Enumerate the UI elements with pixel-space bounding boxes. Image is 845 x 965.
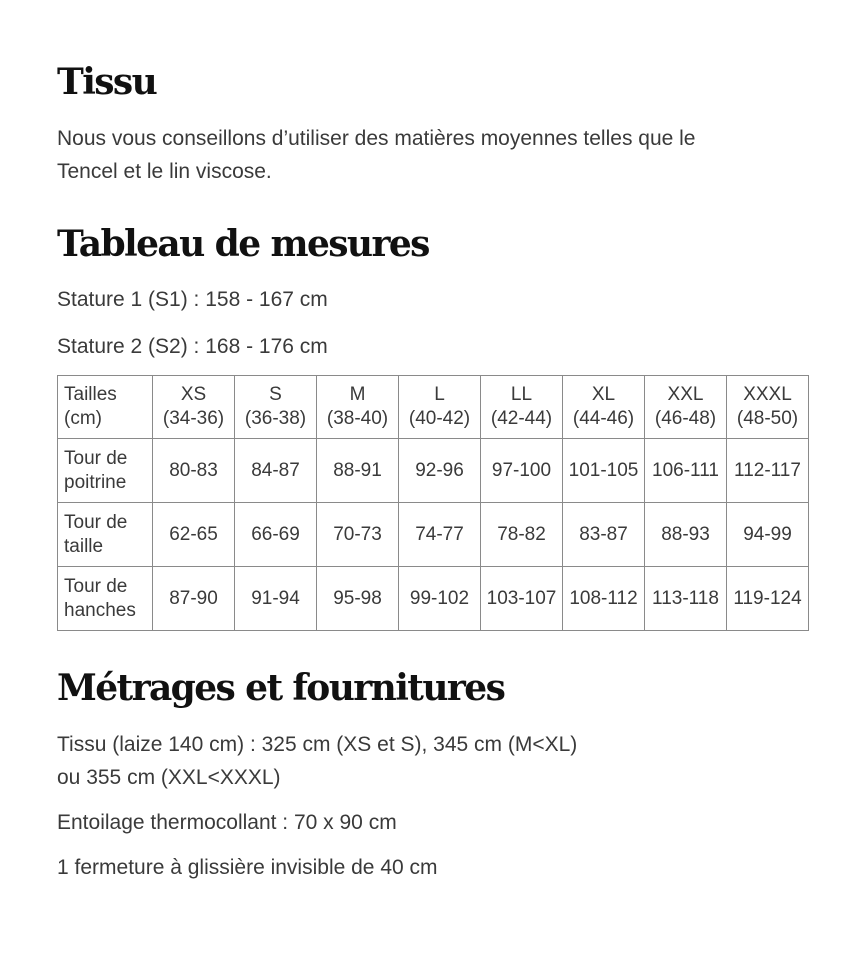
size-name: XL bbox=[591, 384, 616, 405]
row-label: Tour de taille bbox=[57, 502, 153, 567]
size-range: (40-42) bbox=[408, 408, 471, 429]
table-cell: 83-87 bbox=[562, 502, 645, 567]
table-cell: 106-111 bbox=[644, 438, 727, 503]
row-label-line2: taille bbox=[64, 535, 104, 557]
table-cell: 103-107 bbox=[480, 566, 563, 631]
size-header-cell: L (40-42) bbox=[398, 375, 481, 439]
size-range: (46-48) bbox=[654, 408, 717, 429]
tissu-metrage-line1: Tissu (laize 140 cm) : 325 cm (XS et S),… bbox=[57, 733, 578, 756]
size-name: L bbox=[434, 384, 445, 405]
section-title-mesures: Tableau de mesures bbox=[57, 223, 430, 265]
tissu-text-line1: Nous vous conseillons d’utiliser des mat… bbox=[57, 127, 696, 150]
row-label-line1: Tour de bbox=[64, 511, 128, 533]
row-label-line2: hanches bbox=[64, 599, 136, 621]
table-cell: 62-65 bbox=[152, 502, 235, 567]
size-range: (44-46) bbox=[572, 408, 635, 429]
row-label-line1: Tour de bbox=[64, 447, 128, 469]
table-cell: 95-98 bbox=[316, 566, 399, 631]
size-name: XXL bbox=[667, 384, 704, 405]
table-cell: 80-83 bbox=[152, 438, 235, 503]
entoilage: Entoilage thermocollant : 70 x 90 cm bbox=[57, 811, 397, 834]
row-label: Tour de hanches bbox=[57, 566, 153, 631]
table-cell: 66-69 bbox=[234, 502, 317, 567]
size-header-cell: S (36-38) bbox=[234, 375, 317, 439]
table-cell: 91-94 bbox=[234, 566, 317, 631]
row-label-line2: poitrine bbox=[64, 471, 127, 493]
table-row: Tour de poitrine 80-83 84-87 88-91 92-96 97-10… bbox=[57, 438, 809, 503]
size-range: (36-38) bbox=[244, 408, 307, 429]
size-header-cell: LL (42-44) bbox=[480, 375, 563, 439]
table-cell: 70-73 bbox=[316, 502, 399, 567]
table-cell: 113-118 bbox=[644, 566, 727, 631]
size-header-cell: M (38-40) bbox=[316, 375, 399, 439]
size-name: M bbox=[349, 384, 366, 405]
tissu-metrage: Tissu (laize 140 cm) : 325 cm (XS et S),… bbox=[57, 728, 577, 794]
size-name: XS bbox=[180, 384, 207, 405]
table-cell: 99-102 bbox=[398, 566, 481, 631]
size-range: (38-40) bbox=[326, 408, 389, 429]
table-row: Tour de taille 62-65 66-69 70-73 74-77 78-82 83… bbox=[57, 502, 809, 567]
stature-1: Stature 1 (S1) : 158 - 167 cm bbox=[57, 288, 328, 311]
table-cell: 112-117 bbox=[726, 438, 809, 503]
table-cell: 84-87 bbox=[234, 438, 317, 503]
section-title-metrages: Métrages et fournitures bbox=[57, 667, 506, 709]
section-title-tissu: Tissu bbox=[57, 61, 158, 103]
size-range: (42-44) bbox=[490, 408, 553, 429]
table-cell: 78-82 bbox=[480, 502, 563, 567]
tissu-metrage-line2: ou 355 cm (XXL<XXXL) bbox=[57, 766, 281, 789]
table-header-row: Tailles (cm) XS (34-36) S (36-38) M (38-40) L (40… bbox=[57, 375, 809, 439]
table-cell: 97-100 bbox=[480, 438, 563, 503]
size-header-cell: XXXL (48-50) bbox=[726, 375, 809, 439]
table-cell: 74-77 bbox=[398, 502, 481, 567]
stature-2: Stature 2 (S2) : 168 - 176 cm bbox=[57, 335, 328, 358]
size-header-cell: XS (34-36) bbox=[152, 375, 235, 439]
header-line1: Tailles bbox=[64, 384, 117, 405]
row-label-line1: Tour de bbox=[64, 575, 128, 597]
table-cell: 101-105 bbox=[562, 438, 645, 503]
table-cell: 92-96 bbox=[398, 438, 481, 503]
table-row: Tour de hanches 87-90 91-94 95-98 99-102 103-1… bbox=[57, 566, 809, 631]
table-cell: 119-124 bbox=[726, 566, 809, 631]
size-table: Tailles (cm) XS (34-36) S (36-38) M (38-40) L (40… bbox=[57, 375, 809, 631]
row-label: Tour de poitrine bbox=[57, 438, 153, 503]
table-cell: 87-90 bbox=[152, 566, 235, 631]
size-header-cell: XL (44-46) bbox=[562, 375, 645, 439]
size-range: (34-36) bbox=[162, 408, 225, 429]
table-cell: 88-93 bbox=[644, 502, 727, 567]
table-cell: 88-91 bbox=[316, 438, 399, 503]
fermeture: 1 fermeture à glissière invisible de 40 … bbox=[57, 856, 438, 879]
size-name: XXXL bbox=[743, 384, 792, 405]
header-line2: (cm) bbox=[64, 408, 102, 429]
size-header-cell: XXL (46-48) bbox=[644, 375, 727, 439]
size-name: LL bbox=[510, 384, 533, 405]
size-name: S bbox=[269, 384, 282, 405]
table-cell: 108-112 bbox=[562, 566, 645, 631]
tissu-text: Nous vous conseillons d’utiliser des mat… bbox=[57, 122, 696, 188]
table-cell: 94-99 bbox=[726, 502, 809, 567]
size-range: (48-50) bbox=[736, 408, 799, 429]
header-cell: Tailles (cm) bbox=[57, 375, 153, 439]
tissu-text-line2: Tencel et le lin viscose. bbox=[57, 160, 272, 183]
